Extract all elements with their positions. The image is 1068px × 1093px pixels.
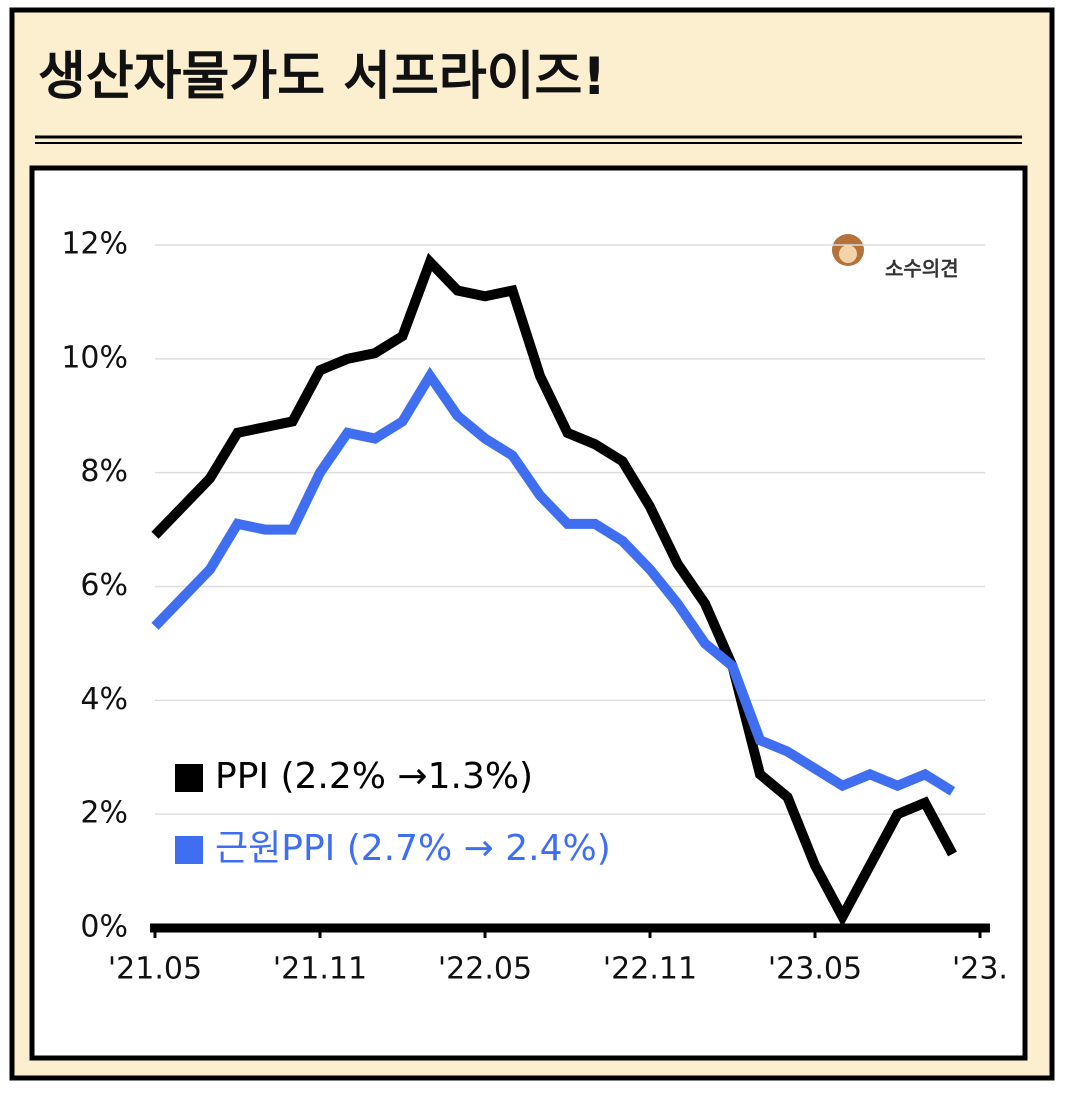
legend-label: PPI (2.2% →1.3%) (215, 756, 533, 797)
x-tick-label: '21.05 (108, 952, 202, 987)
x-tick-label: '22.05 (438, 952, 532, 987)
legend-label: 근원PPI (2.7% → 2.4%) (215, 828, 611, 869)
y-tick-label: 8% (80, 454, 128, 489)
watermark: 소수의견 (885, 257, 959, 281)
y-tick-label: 4% (80, 682, 128, 717)
y-tick-label: 12% (61, 227, 128, 262)
watermark-icon (839, 245, 857, 263)
y-tick-label: 10% (61, 340, 128, 375)
y-tick-label: 6% (80, 568, 128, 603)
x-tick-label: '23.05 (768, 952, 862, 987)
x-tick-label: '23. (952, 952, 1008, 987)
legend-swatch (175, 764, 203, 792)
x-tick-label: '21.11 (273, 952, 367, 987)
y-tick-label: 2% (80, 796, 128, 831)
chart-title: 생산자물가도 서프라이즈! (38, 47, 606, 107)
series-line (151, 366, 956, 796)
legend-swatch (175, 836, 203, 864)
plot-panel (29, 165, 1028, 1061)
x-tick-label: '22.11 (603, 952, 697, 987)
series-line (151, 252, 957, 928)
y-tick-label: 0% (80, 910, 128, 945)
